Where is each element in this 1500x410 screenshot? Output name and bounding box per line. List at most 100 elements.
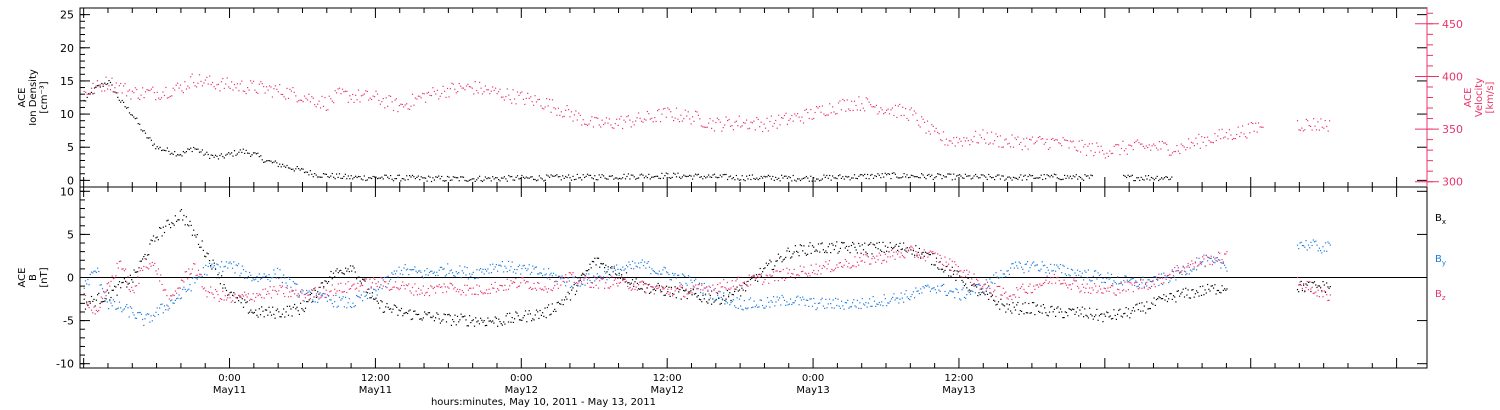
velocity-point [1188, 138, 1190, 140]
bx-point [351, 270, 353, 272]
by-point [443, 268, 445, 270]
ion-density-point [821, 178, 823, 180]
ion-density-point [1083, 179, 1085, 181]
by-point [522, 265, 524, 267]
ion-density-point [546, 174, 548, 176]
bx-point [595, 264, 597, 266]
by-point [345, 296, 347, 298]
bx-point [224, 287, 226, 289]
by-point [1036, 264, 1038, 266]
velocity-point [1010, 146, 1012, 148]
bx-point [365, 291, 367, 293]
bx-point [393, 304, 395, 306]
bz-point [988, 285, 990, 287]
ion-density-point [1002, 175, 1004, 177]
by-point [1199, 261, 1201, 263]
bx-point [1208, 288, 1210, 290]
bz-point [280, 286, 282, 288]
ion-density-point [697, 173, 699, 175]
bx-point [219, 283, 221, 285]
ion-density-point [365, 179, 367, 182]
ion-density-point [547, 175, 549, 177]
ion-density-point [540, 177, 542, 179]
bx-point [672, 293, 674, 295]
bz-point [313, 296, 315, 298]
ion-density-point [1072, 175, 1074, 177]
ion-density-point [896, 176, 898, 178]
velocity-point [1326, 125, 1328, 128]
bz-point [1135, 281, 1137, 283]
bz-point [787, 272, 789, 274]
bz-point [497, 288, 499, 290]
bz-point [887, 256, 889, 258]
bz-point [555, 280, 557, 282]
bx-point [421, 319, 423, 321]
bx-point [567, 291, 569, 293]
bz-point [1219, 252, 1221, 254]
by-point [481, 271, 483, 273]
bz-point [586, 282, 589, 284]
by-point [194, 282, 196, 284]
bx-point [179, 210, 181, 212]
velocity-point [1180, 143, 1182, 145]
by-point [854, 305, 856, 307]
by-point [971, 290, 973, 292]
by-point [466, 267, 468, 269]
velocity-point [196, 86, 198, 88]
velocity-point [557, 107, 559, 109]
by-point [380, 284, 382, 286]
bz-point [104, 292, 106, 294]
bz-point [1091, 287, 1093, 289]
by-point [670, 279, 672, 281]
bz-point [365, 278, 367, 280]
velocity-point [613, 127, 615, 129]
by-point [303, 300, 305, 302]
bz-point [658, 286, 660, 288]
ion-density-point [156, 146, 158, 148]
by-point [337, 305, 339, 307]
ion-density-point [883, 176, 885, 178]
velocity-point [85, 91, 87, 93]
ion-density-point [1015, 177, 1017, 179]
by-point [1213, 256, 1215, 258]
by-point [1087, 269, 1089, 271]
velocity-series [83, 73, 1331, 159]
ion-density-point [833, 177, 835, 179]
bx-point [565, 296, 567, 298]
bz-point [152, 264, 155, 266]
ion-density-point [346, 178, 348, 180]
velocity-point [473, 93, 475, 95]
velocity-point [748, 127, 751, 129]
bz-point [233, 295, 235, 297]
x-tick-date-label: May11 [213, 385, 246, 396]
by-point [356, 294, 358, 297]
by-point [753, 300, 755, 302]
by-point [331, 302, 333, 305]
ion-density-point [801, 178, 803, 180]
bx-point [1298, 291, 1300, 293]
bz-point [1033, 285, 1035, 287]
by-point [552, 272, 555, 274]
by-point [477, 277, 479, 279]
velocity-point [753, 120, 755, 122]
bz-point [764, 278, 766, 281]
bz-point [1076, 285, 1079, 287]
velocity-point [322, 105, 325, 107]
by-point [160, 303, 162, 306]
by-point [1109, 277, 1111, 279]
ion-density-point [1031, 175, 1034, 177]
bx-point [1214, 284, 1216, 286]
by-point [179, 298, 181, 300]
bx-point [718, 297, 720, 299]
velocity-point [684, 109, 686, 111]
velocity-point [900, 114, 902, 117]
bz-point [862, 254, 865, 256]
ion-density-point [381, 176, 383, 178]
velocity-point [266, 86, 268, 88]
velocity-point [659, 121, 662, 123]
bx-point [255, 309, 257, 311]
bx-point [213, 262, 215, 264]
by-point [375, 290, 377, 292]
velocity-point [324, 97, 326, 99]
velocity-point [435, 93, 437, 95]
